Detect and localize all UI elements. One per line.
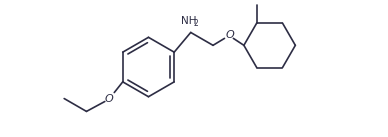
Text: O: O [104, 94, 113, 104]
Text: NH: NH [181, 15, 196, 25]
Text: O: O [225, 30, 234, 40]
Text: 2: 2 [193, 18, 198, 28]
